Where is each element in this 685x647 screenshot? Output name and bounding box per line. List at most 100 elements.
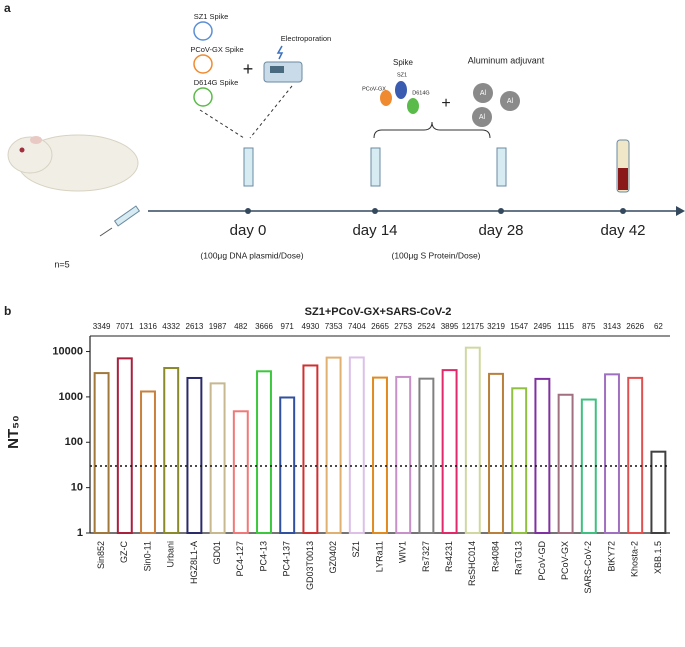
syringes: [243, 139, 630, 193]
spike-part: D614G: [412, 90, 429, 96]
value-label: 12175: [462, 322, 485, 331]
x-tick-label: PCoV-GX: [560, 541, 570, 580]
value-label: 3349: [93, 322, 111, 331]
bar: [534, 377, 551, 534]
bar: [93, 372, 110, 535]
timeline-dots: [245, 208, 626, 214]
n-label: n=5: [54, 259, 69, 269]
plus: +: [243, 59, 254, 79]
value-label: 2613: [186, 322, 204, 331]
value-label: 4930: [302, 322, 320, 331]
value-label: 2753: [394, 322, 412, 331]
electroporator-icon: [263, 45, 303, 83]
guinea-pig: [7, 134, 139, 192]
value-label: 3666: [255, 322, 273, 331]
al-label: Al: [507, 98, 514, 105]
value-label: 3219: [487, 322, 505, 331]
x-tick-label: Khosta-2: [630, 541, 640, 577]
value-label: 7404: [348, 322, 366, 331]
value-label: 2626: [626, 322, 644, 331]
y-tick-label: 10: [71, 482, 83, 494]
plasmid-label: SZ1 Spike: [194, 12, 229, 21]
day-label: day 14: [352, 222, 397, 239]
bar: [116, 357, 133, 534]
bar: [604, 373, 620, 534]
x-tick-label: LYRa11: [374, 541, 384, 572]
x-tick-label: RsSHC014: [467, 541, 477, 586]
y-tick-label: 10000: [52, 345, 83, 357]
x-tick-label: Sin852: [96, 541, 106, 569]
x-tick-label: BtKY72: [606, 541, 616, 572]
x-tick-label: PC4-13: [258, 541, 268, 572]
y-tick-label: 1: [77, 527, 83, 539]
plasmid-label: D614G Spike: [194, 78, 239, 87]
dose-label: (100μg S Protein/Dose): [392, 250, 481, 260]
value-label: 971: [281, 322, 295, 331]
x-tick-label: PCoV-GD: [537, 541, 547, 581]
bar: [441, 369, 458, 534]
value-label: 7353: [325, 322, 343, 331]
value-label: 3895: [441, 322, 459, 331]
bar: [232, 410, 249, 535]
value-label: 2665: [371, 322, 389, 331]
bar: [279, 396, 296, 534]
bar: [256, 370, 272, 534]
syringe: [99, 205, 141, 237]
panel-label: b: [4, 304, 11, 318]
plasmid-icons: [193, 21, 213, 107]
value-label: 1987: [209, 322, 227, 331]
bar: [209, 382, 226, 535]
bar: [140, 390, 156, 535]
bar: [372, 376, 388, 535]
chart-title: SZ1+PCoV-GX+SARS-CoV-2: [305, 306, 452, 318]
brace: [373, 121, 491, 139]
bar: [627, 376, 644, 534]
value-label: 1547: [510, 322, 528, 331]
bar: [395, 375, 412, 535]
bar: [302, 364, 319, 534]
x-tick-label: SARS-CoV-2: [583, 541, 593, 594]
x-tick-label: PC4-127: [235, 541, 245, 577]
x-tick-label: SZ1: [351, 541, 361, 558]
value-label: 1115: [557, 322, 574, 331]
value-label: 2495: [534, 322, 552, 331]
x-tick-label: XBB.1.5: [653, 541, 663, 574]
x-tick-label: RaTG13: [514, 541, 524, 575]
x-tick-label: GD01: [212, 541, 222, 565]
x-tick-label: Urbani: [166, 541, 176, 568]
x-tick-label: WIV1: [398, 541, 408, 563]
spike-label: Spike: [393, 58, 414, 67]
x-tick-label: Rs7327: [421, 541, 431, 572]
spike-part: SZ1: [397, 72, 407, 78]
x-tick-label: Rs4084: [490, 541, 500, 572]
spike-icons: [380, 81, 419, 114]
value-label: 875: [582, 322, 596, 331]
value-label: 4332: [162, 322, 180, 331]
plot: 1 10 100 1000 10000 3349 Sin852 7071 GZ-C 1316 Sin…: [52, 322, 670, 594]
dashed-lines: [199, 85, 293, 139]
bar: [650, 450, 667, 534]
value-label: 1316: [139, 322, 157, 331]
plus: +: [441, 95, 450, 112]
x-tick-label: Rs4231: [444, 541, 454, 572]
al-label: Al: [480, 90, 487, 97]
spike-part: PCoV-GX: [362, 86, 386, 92]
bar: [557, 393, 574, 534]
x-tick-label: PC4-137: [282, 541, 292, 577]
bar: [580, 398, 597, 534]
dose-label: (100μg DNA plasmid/Dose): [200, 250, 303, 260]
value-label: 7071: [116, 322, 134, 331]
timeline-arrow: [676, 206, 685, 216]
value-label: 62: [654, 322, 663, 331]
bar: [186, 376, 203, 534]
day-label: day 42: [600, 222, 645, 239]
plasmid-label: PCoV-GX Spike: [190, 45, 243, 54]
x-tick-label: GZ0402: [328, 541, 338, 574]
bar: [348, 356, 365, 535]
al-label: Al: [479, 114, 486, 121]
day-label: day 28: [478, 222, 523, 239]
day-label: day 0: [230, 222, 267, 239]
bar: [418, 377, 435, 534]
adjuvant-label: Aluminum adjuvant: [468, 55, 545, 65]
